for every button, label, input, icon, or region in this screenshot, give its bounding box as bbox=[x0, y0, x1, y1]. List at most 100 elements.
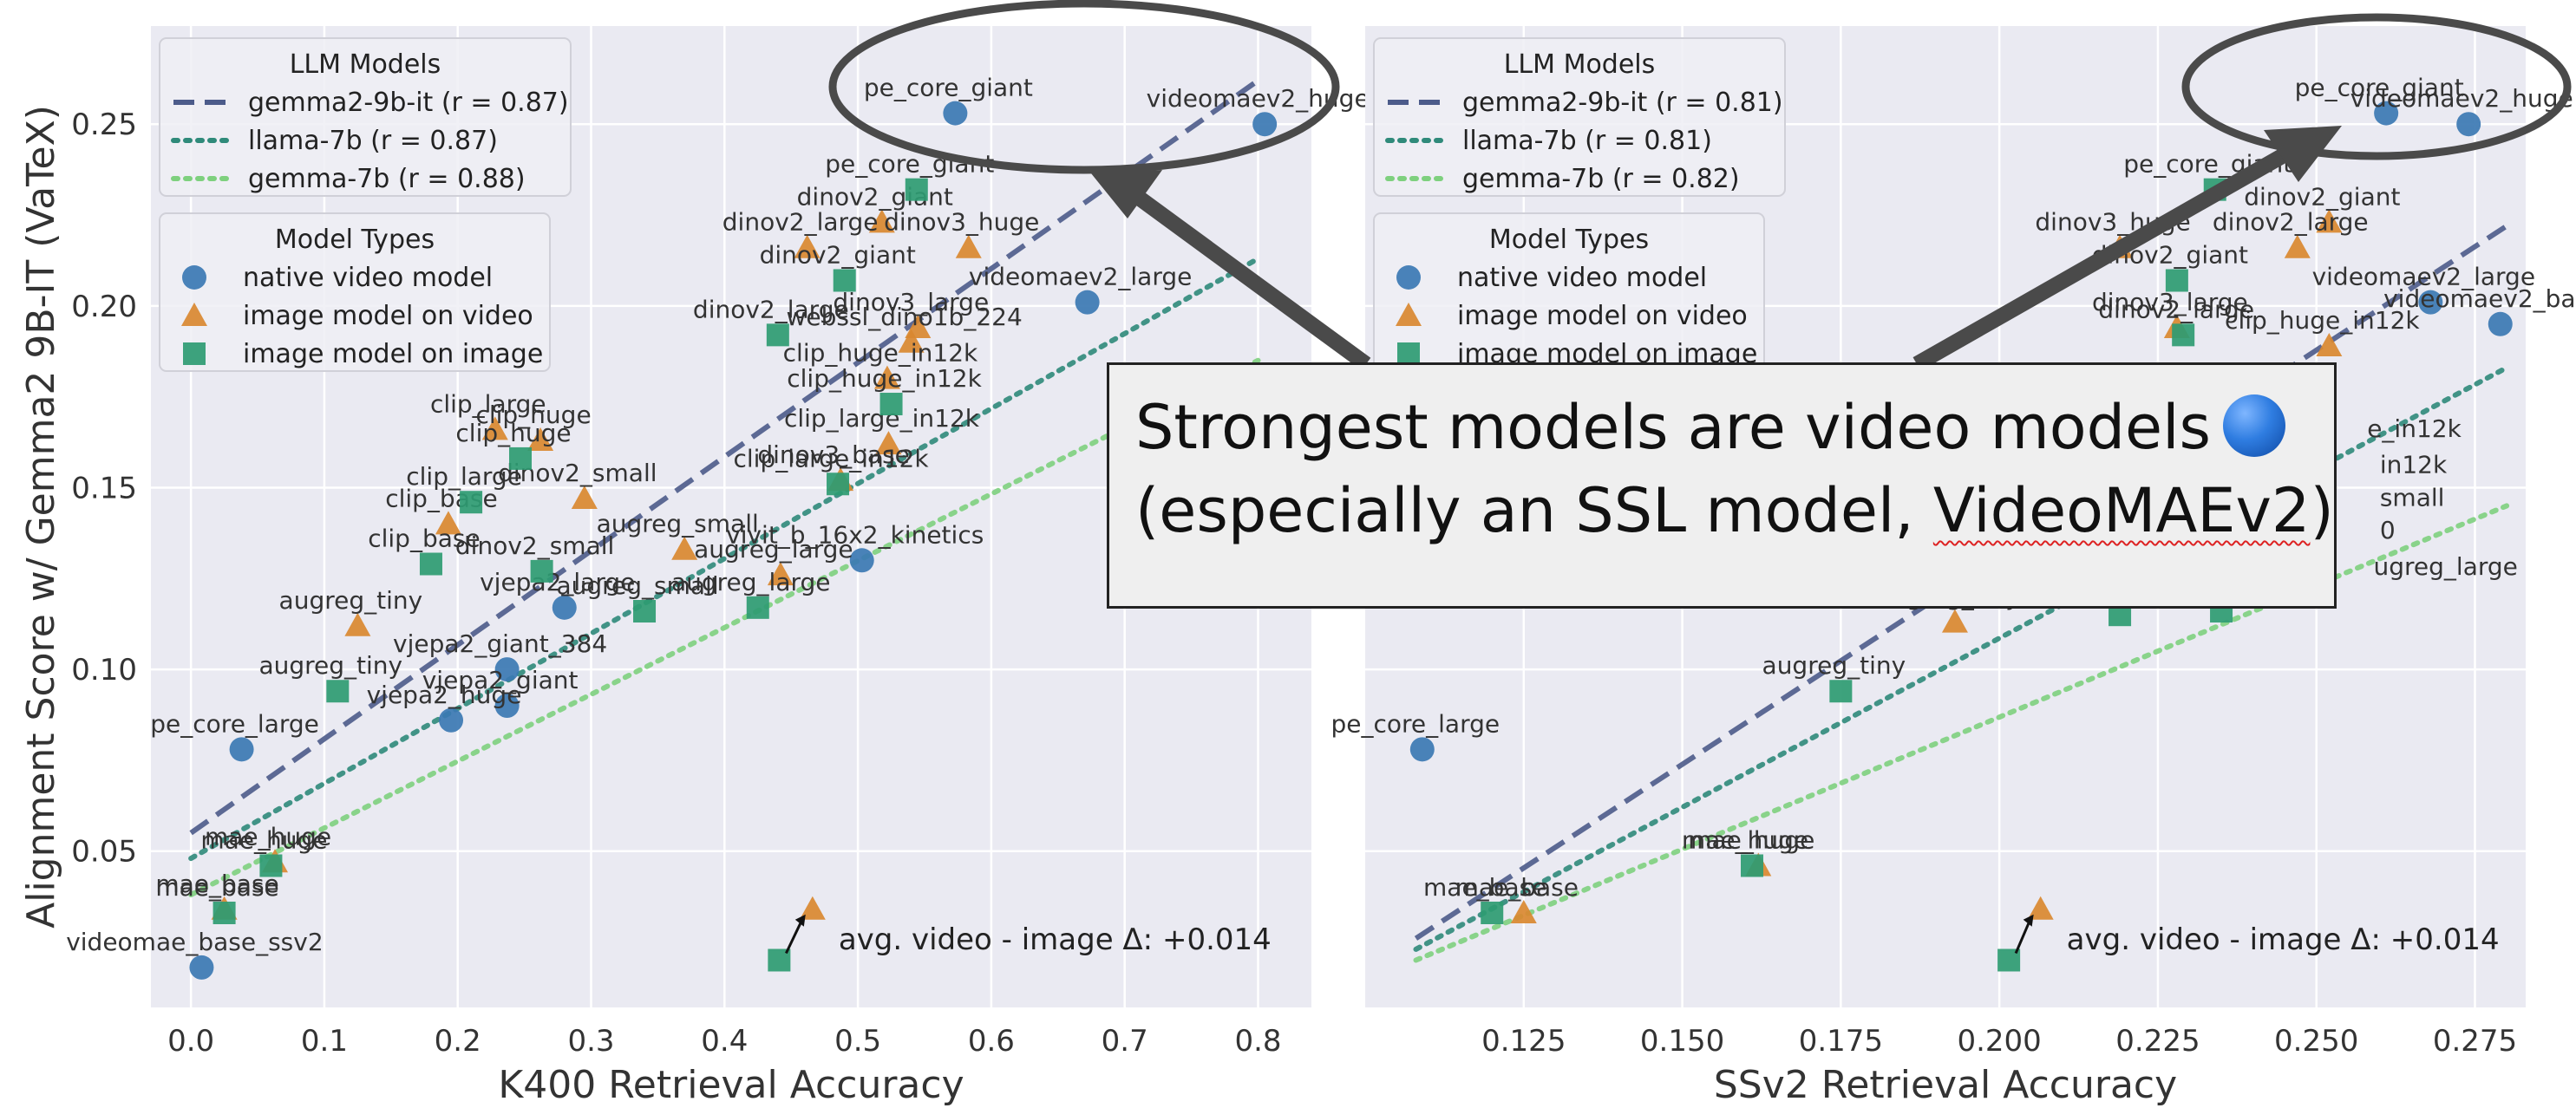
point-native bbox=[2456, 112, 2481, 137]
point-label: augreg_large bbox=[671, 568, 831, 596]
x-tick-label: 0.275 bbox=[2433, 1024, 2517, 1059]
point-label: dinov3_large bbox=[833, 288, 989, 316]
type-legend-label: image model on video bbox=[1457, 301, 1748, 331]
point-native bbox=[494, 694, 520, 719]
type-legend: Model Types native video model image model… bbox=[1373, 212, 1765, 372]
x-tick-label: 0.225 bbox=[2115, 1024, 2200, 1059]
point-native bbox=[2418, 290, 2443, 315]
type-legend-box bbox=[159, 212, 551, 372]
callout-arrow-left-head bbox=[1091, 170, 1162, 218]
point-label: vivit_b_16x2_kinetics bbox=[726, 520, 984, 549]
point-label: augreg_large bbox=[694, 535, 853, 564]
type-legend-marker bbox=[1396, 303, 1422, 326]
type-legend-marker bbox=[1397, 342, 1420, 365]
point-label: dinov3_base bbox=[757, 440, 910, 469]
point-image_on_video bbox=[481, 416, 508, 440]
point-label: clip_huge_in12k bbox=[2225, 306, 2420, 335]
callout-line-1: Strongest models are video models bbox=[1135, 386, 2308, 469]
point-label: clip_huge_in12k bbox=[787, 364, 982, 393]
callout-line-2: (especially an SSL model, VideoMAEv2) bbox=[1135, 469, 2334, 552]
point-image_on_image bbox=[633, 600, 657, 623]
point-image_on_image bbox=[1481, 901, 1504, 924]
llm-legend-title: LLM Models bbox=[1504, 49, 1656, 80]
point-label: pe_core_giant bbox=[864, 74, 1033, 102]
x-tick-label: 0.4 bbox=[701, 1024, 748, 1059]
y-tick-label: 0.15 bbox=[71, 471, 137, 505]
point-label: mae_huge bbox=[205, 822, 331, 851]
llm-legend: LLM Models gemma2-9b-it (r = 0.87) llama-7… bbox=[159, 37, 572, 197]
point-label: mae_base bbox=[1455, 873, 1579, 902]
x-tick-label: 0.6 bbox=[968, 1024, 1015, 1059]
point-label: augreg_tiny bbox=[1762, 651, 1906, 680]
point-image_on_video bbox=[1510, 899, 1537, 923]
point-image_on_video bbox=[571, 486, 598, 510]
x-tick-label: 0.0 bbox=[167, 1024, 214, 1059]
point-label: dinov3_huge bbox=[884, 208, 1039, 237]
point-label: augreg_tiny bbox=[258, 651, 402, 680]
fit-line-gemma-7b bbox=[188, 357, 1261, 898]
point-label: mae_huge bbox=[1682, 825, 1808, 854]
type-legend-label: native video model bbox=[1457, 263, 1707, 293]
point-label: mae_base bbox=[155, 873, 278, 902]
point-label-partial: ugreg_large bbox=[2374, 552, 2518, 581]
highlight-ellipse bbox=[828, 0, 1340, 174]
point-image_on_image bbox=[1829, 680, 1853, 703]
delta-arrow-line bbox=[785, 919, 804, 955]
type-legend-marker bbox=[1396, 265, 1421, 290]
point-native bbox=[494, 657, 520, 682]
point-image_on_image bbox=[1741, 854, 1763, 877]
y-axis-label: Alignment Score w/ Gemma2 9B-IT (VaTeX) bbox=[19, 105, 63, 929]
delta-triangle-marker bbox=[2027, 896, 2054, 920]
point-image_on_video bbox=[435, 511, 461, 535]
point-label: augreg_tiny bbox=[279, 586, 423, 615]
delta-arrow-line bbox=[2014, 919, 2032, 955]
type-legend-label: image model on image bbox=[243, 339, 543, 369]
point-label: mae_base bbox=[155, 870, 278, 898]
point-image_on_video bbox=[955, 234, 982, 258]
type-legend-title: Model Types bbox=[275, 225, 435, 255]
type-legend: Model Types native video model image model… bbox=[159, 212, 551, 372]
point-label-partial: in12k bbox=[2380, 451, 2448, 479]
llm-legend-title: LLM Models bbox=[290, 49, 441, 80]
llm-legend-label: llama-7b (r = 0.87) bbox=[248, 126, 498, 156]
llm-legend-label: llama-7b (r = 0.81) bbox=[1462, 126, 1712, 156]
point-label: videomaev2_large bbox=[2312, 263, 2535, 291]
point-label: clip_huge bbox=[455, 419, 571, 447]
y-tick-label: 0.20 bbox=[71, 290, 137, 324]
point-native bbox=[943, 101, 968, 126]
type-legend-title: Model Types bbox=[1489, 225, 1649, 255]
point-label: dinov2_giant bbox=[760, 240, 916, 269]
point-image_on_image bbox=[2165, 269, 2188, 292]
x-tick-label: 0.2 bbox=[435, 1024, 481, 1059]
point-label: mae_huge bbox=[1688, 825, 1814, 854]
blue-circle-icon bbox=[2223, 394, 2286, 457]
point-label: vjepa2_giant bbox=[422, 666, 579, 694]
point-label-partial: small bbox=[2380, 483, 2445, 512]
point-image_on_video bbox=[2284, 234, 2311, 258]
point-label: dinov2_large bbox=[2213, 208, 2369, 237]
point-image_on_image bbox=[530, 559, 553, 583]
point-label: vjepa2_large bbox=[480, 568, 635, 596]
point-image_on_video bbox=[671, 536, 698, 560]
point-image_on_image bbox=[827, 473, 850, 496]
y-tick-label: 0.10 bbox=[71, 653, 137, 688]
point-native bbox=[189, 955, 214, 980]
point-image_on_video bbox=[2316, 332, 2343, 356]
point-image_on_video bbox=[898, 329, 925, 353]
y-tick-label: 0.25 bbox=[71, 108, 137, 142]
point-image_on_video bbox=[873, 365, 900, 389]
point-label: dinov2_large bbox=[2098, 295, 2254, 323]
point-image_on_image bbox=[879, 393, 903, 416]
point-native bbox=[1075, 290, 1100, 315]
callout-arrow-left-shaft bbox=[1124, 184, 1371, 371]
x-tick-label: 0.8 bbox=[1234, 1024, 1281, 1059]
x-tick-label: 0.125 bbox=[1481, 1024, 1566, 1059]
highlight-ellipse bbox=[2181, 13, 2572, 160]
point-image_on_video bbox=[344, 612, 371, 636]
point-label: dinov2_large bbox=[722, 208, 879, 237]
point-label: pe_core_large bbox=[1330, 709, 1500, 738]
x-axis-label: K400 Retrieval Accuracy bbox=[498, 1063, 964, 1107]
point-image_on_image bbox=[2172, 323, 2195, 347]
llm-legend-box bbox=[159, 37, 572, 197]
point-label: augreg_small bbox=[597, 510, 759, 538]
